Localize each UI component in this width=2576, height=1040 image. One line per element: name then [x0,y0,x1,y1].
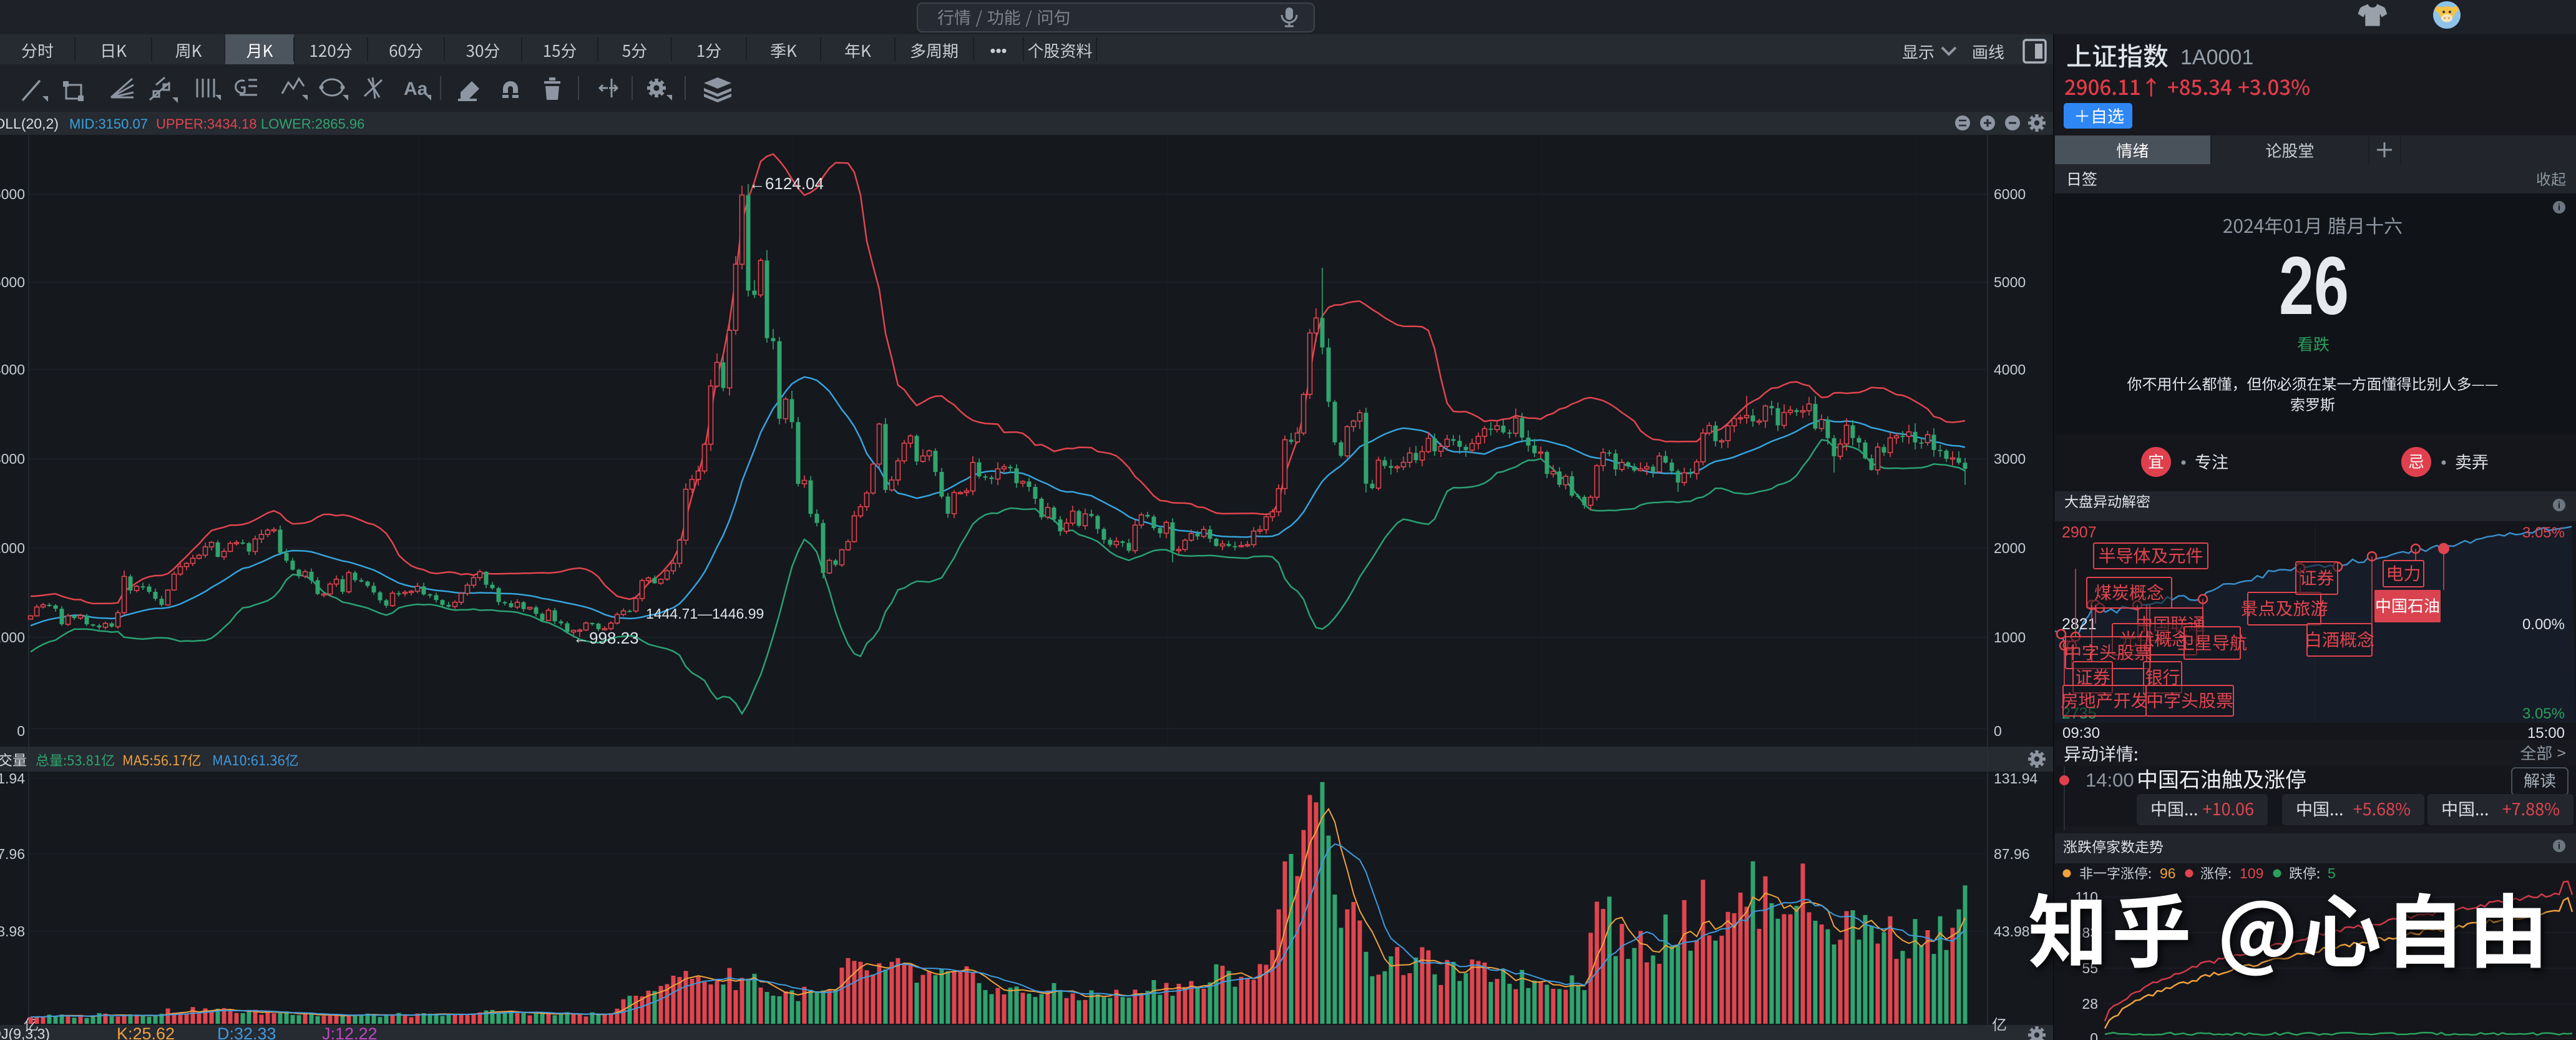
svg-text:109: 109 [2240,865,2263,881]
svg-text:131.94: 131.94 [0,770,25,787]
svg-text:K:25.62: K:25.62 [117,1024,175,1040]
svg-text:MID:3150.07: MID:3150.07 [69,116,148,132]
svg-text:1A0001: 1A0001 [2180,46,2253,69]
svg-text:1000: 1000 [0,629,25,645]
svg-text:0.00%: 0.00% [2522,616,2565,633]
svg-text:J:12.22: J:12.22 [322,1024,378,1040]
svg-text:←6124.04: ←6124.04 [749,174,824,193]
svg-text:87.96: 87.96 [0,846,25,862]
svg-text:LOWER:2865.96: LOWER:2865.96 [261,116,364,132]
svg-text:KDJ(9,3,3): KDJ(9,3,3) [0,1026,50,1040]
svg-text:28: 28 [2082,996,2098,1012]
svg-text:26: 26 [2279,240,2349,331]
svg-text:i: i [2558,500,2560,511]
svg-text:i: i [2558,202,2560,213]
svg-text:1000: 1000 [1994,629,2026,645]
svg-text:6000: 6000 [1994,186,2026,202]
svg-text:Aa: Aa [404,79,428,99]
svg-text:3.05%: 3.05% [2522,705,2565,722]
svg-text:BOLL(20,2): BOLL(20,2) [0,115,59,132]
svg-text:•••: ••• [990,41,1007,60]
svg-text:i: i [2558,841,2560,851]
svg-text:5000: 5000 [0,274,25,290]
svg-text:4000: 4000 [0,361,25,378]
svg-text:1444.71—1446.99: 1444.71—1446.99 [646,606,764,622]
svg-text:D:32.33: D:32.33 [217,1024,276,1040]
svg-text:09:30: 09:30 [2062,725,2100,742]
svg-text:2907: 2907 [2062,524,2097,541]
svg-text:4000: 4000 [1994,361,2026,378]
svg-text:0: 0 [2090,1030,2098,1040]
svg-text:43.98: 43.98 [0,923,25,939]
svg-text:3000: 3000 [1994,451,2026,467]
svg-text:43.98: 43.98 [1994,923,2030,939]
svg-text:0: 0 [1994,723,2002,739]
svg-text:5: 5 [2328,865,2336,881]
svg-text:14:00: 14:00 [2086,769,2134,791]
svg-text:6000: 6000 [0,186,25,202]
svg-text:131.94: 131.94 [1994,770,2038,787]
svg-text:3.05%: 3.05% [2522,524,2565,541]
svg-text:5000: 5000 [1994,274,2026,290]
svg-text:0: 0 [17,723,25,739]
svg-text:3000: 3000 [0,451,25,467]
svg-text:2000: 2000 [0,540,25,556]
svg-text:2821: 2821 [2062,616,2097,633]
svg-text:2000: 2000 [1994,540,2026,556]
svg-text:87.96: 87.96 [1994,846,2030,862]
svg-text:96: 96 [2160,865,2176,881]
svg-text:15:00: 15:00 [2527,725,2565,742]
svg-text:UPPER:3434.18: UPPER:3434.18 [156,116,256,132]
svg-text:←998.23: ←998.23 [573,629,639,647]
